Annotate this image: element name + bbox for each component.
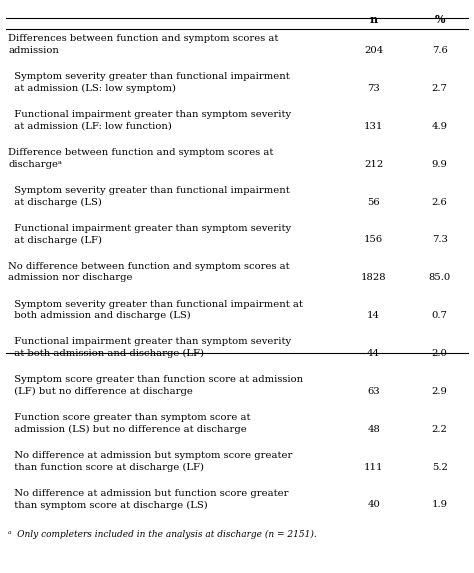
Text: 111: 111 <box>364 462 383 472</box>
Text: No difference between function and symptom scores at
admission nor discharge: No difference between function and sympt… <box>9 262 290 282</box>
Text: 5.2: 5.2 <box>432 462 447 472</box>
Text: 2.9: 2.9 <box>432 387 447 396</box>
Text: Functional impairment greater than symptom severity
  at both admission and disc: Functional impairment greater than sympt… <box>9 337 292 358</box>
Text: 7.6: 7.6 <box>432 46 447 55</box>
Text: n: n <box>370 14 378 25</box>
Text: 2.0: 2.0 <box>432 349 447 358</box>
Text: 7.3: 7.3 <box>432 236 447 245</box>
Text: 40: 40 <box>367 500 380 509</box>
Text: 0.7: 0.7 <box>432 311 447 320</box>
Text: ᵃ  Only completers included in the analysis at discharge (n = 2151).: ᵃ Only completers included in the analys… <box>9 531 317 540</box>
Text: %: % <box>434 14 445 25</box>
Text: Difference between function and symptom scores at
dischargeᵃ: Difference between function and symptom … <box>9 148 274 169</box>
Text: 2.6: 2.6 <box>432 198 447 207</box>
Text: 4.9: 4.9 <box>432 122 447 131</box>
Text: 44: 44 <box>367 349 380 358</box>
Text: Symptom severity greater than functional impairment
  at admission (LS: low symp: Symptom severity greater than functional… <box>9 72 290 93</box>
Text: 2.2: 2.2 <box>432 425 447 434</box>
Text: No difference at admission but function score greater
  than symptom score at di: No difference at admission but function … <box>9 489 289 510</box>
Text: 1.9: 1.9 <box>432 500 447 509</box>
Text: 156: 156 <box>364 236 383 245</box>
Text: 73: 73 <box>367 84 380 93</box>
Text: 48: 48 <box>367 425 380 434</box>
Text: Differences between function and symptom scores at
admission: Differences between function and symptom… <box>9 34 279 56</box>
Text: 63: 63 <box>367 387 380 396</box>
Text: Functional impairment greater than symptom severity
  at admission (LF: low func: Functional impairment greater than sympt… <box>9 110 292 131</box>
Text: Functional impairment greater than symptom severity
  at discharge (LF): Functional impairment greater than sympt… <box>9 224 292 245</box>
Text: Symptom severity greater than functional impairment at
  both admission and disc: Symptom severity greater than functional… <box>9 300 303 320</box>
Text: Symptom severity greater than functional impairment
  at discharge (LS): Symptom severity greater than functional… <box>9 186 290 207</box>
Text: Symptom score greater than function score at admission
  (LF) but no difference : Symptom score greater than function scor… <box>9 375 303 396</box>
Text: 85.0: 85.0 <box>428 273 451 282</box>
Text: 2.7: 2.7 <box>432 84 447 93</box>
Text: No difference at admission but symptom score greater
  than function score at di: No difference at admission but symptom s… <box>9 451 293 472</box>
Text: 56: 56 <box>367 198 380 207</box>
Text: Function score greater than symptom score at
  admission (LS) but no difference : Function score greater than symptom scor… <box>9 413 251 434</box>
Text: 9.9: 9.9 <box>432 160 447 169</box>
Text: 131: 131 <box>364 122 383 131</box>
Text: 1828: 1828 <box>361 273 386 282</box>
Text: 14: 14 <box>367 311 380 320</box>
Text: 204: 204 <box>364 46 383 55</box>
Text: 212: 212 <box>364 160 383 169</box>
